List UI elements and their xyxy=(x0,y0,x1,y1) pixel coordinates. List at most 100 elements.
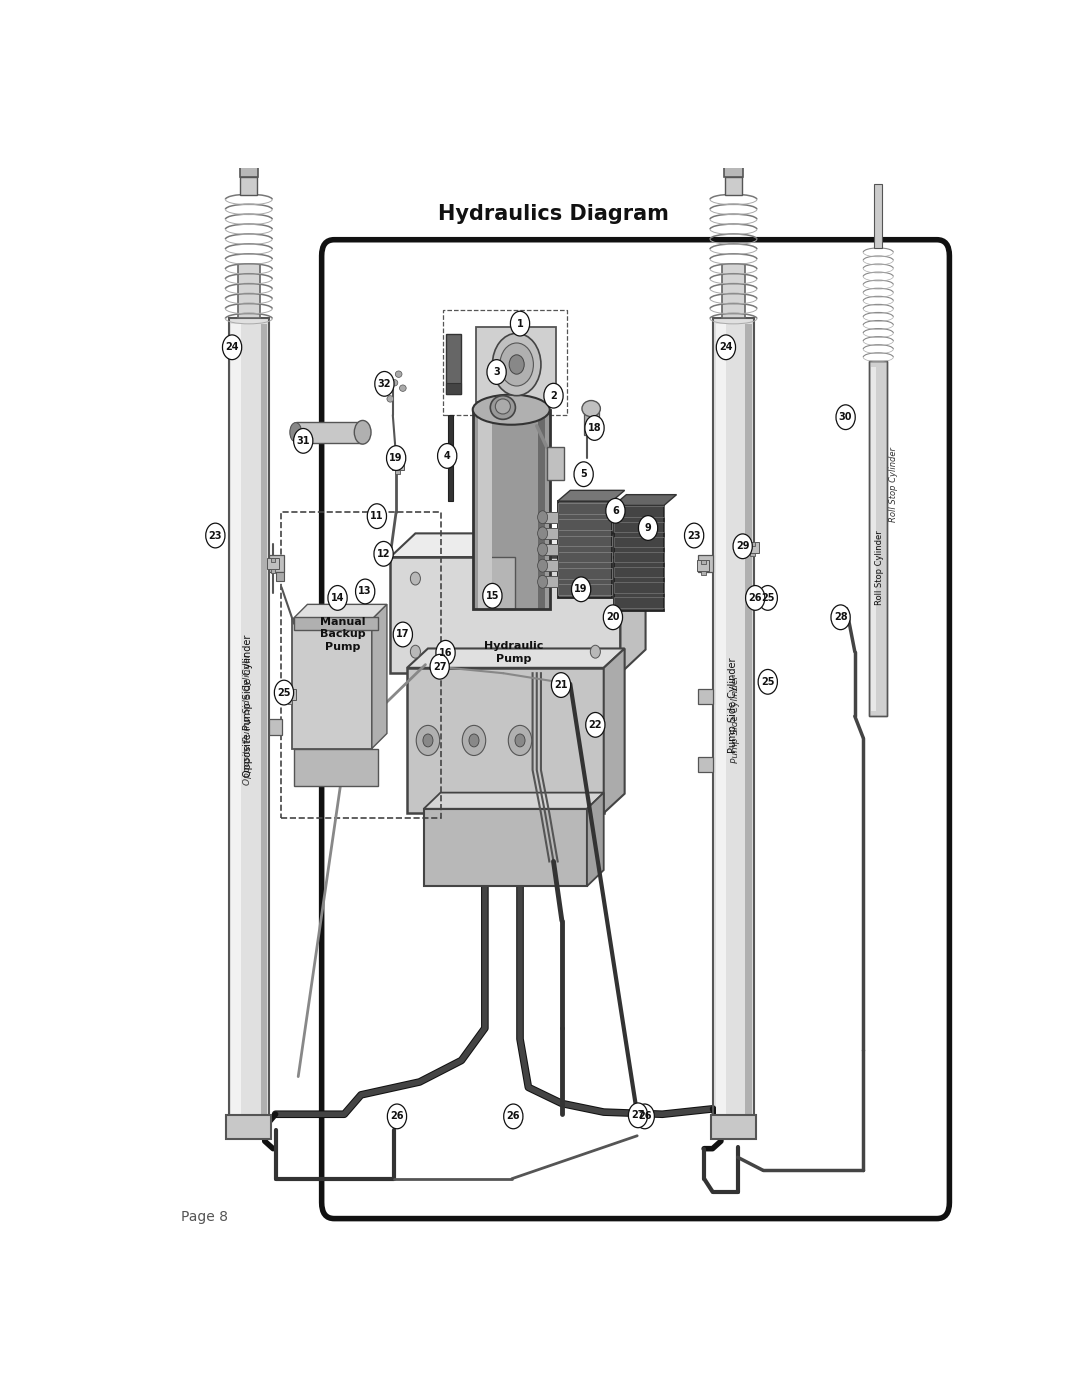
Circle shape xyxy=(393,622,413,647)
Ellipse shape xyxy=(289,422,301,441)
Circle shape xyxy=(638,515,658,541)
Ellipse shape xyxy=(473,394,550,425)
Bar xyxy=(557,552,612,563)
Circle shape xyxy=(469,733,480,747)
Circle shape xyxy=(416,725,440,756)
Circle shape xyxy=(222,335,242,359)
Bar xyxy=(446,334,461,394)
Bar xyxy=(271,569,275,573)
Ellipse shape xyxy=(767,116,775,131)
Text: 14: 14 xyxy=(330,592,345,604)
Text: 24: 24 xyxy=(719,342,732,352)
Bar xyxy=(869,362,888,717)
Bar xyxy=(613,536,664,548)
Bar xyxy=(287,690,293,693)
Ellipse shape xyxy=(725,113,743,145)
Bar xyxy=(738,112,771,136)
Text: 11: 11 xyxy=(370,511,383,521)
Circle shape xyxy=(294,429,313,453)
Text: 24: 24 xyxy=(226,342,239,352)
Text: 26: 26 xyxy=(748,592,762,604)
Circle shape xyxy=(552,673,570,697)
Bar xyxy=(557,567,612,578)
Circle shape xyxy=(571,577,591,602)
FancyBboxPatch shape xyxy=(322,240,949,1218)
Bar xyxy=(716,324,726,1115)
Circle shape xyxy=(758,585,778,610)
Text: 19: 19 xyxy=(575,584,588,594)
Bar xyxy=(476,327,556,402)
Text: 27: 27 xyxy=(433,662,446,672)
Circle shape xyxy=(604,605,622,630)
Bar xyxy=(269,719,282,735)
Bar xyxy=(747,542,758,553)
Circle shape xyxy=(544,383,563,408)
Text: 26: 26 xyxy=(507,1112,521,1122)
Bar xyxy=(613,521,664,532)
Text: 16: 16 xyxy=(438,648,453,658)
Bar xyxy=(407,668,604,813)
Bar xyxy=(745,324,752,1115)
Ellipse shape xyxy=(500,344,534,386)
Bar xyxy=(714,319,754,1119)
Bar xyxy=(613,506,664,610)
Text: Page 8: Page 8 xyxy=(181,1210,228,1224)
Circle shape xyxy=(538,543,548,556)
Bar xyxy=(758,676,770,687)
Circle shape xyxy=(585,415,604,440)
Circle shape xyxy=(423,733,433,747)
Text: 29: 29 xyxy=(735,541,750,552)
Bar xyxy=(446,383,461,394)
Circle shape xyxy=(483,584,502,608)
Text: 25: 25 xyxy=(761,676,774,687)
Bar xyxy=(583,408,598,436)
Circle shape xyxy=(591,573,600,585)
Bar xyxy=(231,324,241,1115)
Bar xyxy=(613,552,664,563)
Circle shape xyxy=(487,359,507,384)
Text: 30: 30 xyxy=(839,412,852,422)
Text: 12: 12 xyxy=(377,549,390,559)
Text: 17: 17 xyxy=(396,630,409,640)
Bar xyxy=(240,129,258,177)
Circle shape xyxy=(758,669,778,694)
Bar xyxy=(701,571,705,574)
Bar xyxy=(538,409,544,609)
Text: 27: 27 xyxy=(632,1111,645,1120)
Ellipse shape xyxy=(207,116,215,131)
Circle shape xyxy=(437,444,457,468)
Text: Opposite Pump Side Cylinder: Opposite Pump Side Cylinder xyxy=(243,634,253,777)
Bar xyxy=(443,310,567,415)
Text: 21: 21 xyxy=(554,680,568,690)
Bar xyxy=(725,177,742,194)
Circle shape xyxy=(635,1104,654,1129)
Bar xyxy=(723,264,744,319)
Circle shape xyxy=(745,585,765,610)
Bar xyxy=(238,264,260,319)
Ellipse shape xyxy=(381,390,388,395)
Circle shape xyxy=(462,725,486,756)
Bar xyxy=(701,560,705,564)
Bar xyxy=(542,577,557,587)
Circle shape xyxy=(430,654,449,679)
Bar xyxy=(294,749,378,787)
Bar xyxy=(714,319,754,1119)
Circle shape xyxy=(374,542,393,566)
Bar xyxy=(751,553,755,556)
Ellipse shape xyxy=(354,420,372,444)
Bar xyxy=(699,555,714,573)
Circle shape xyxy=(831,605,850,630)
Bar xyxy=(557,535,612,546)
Text: 31: 31 xyxy=(297,436,310,446)
Text: 4: 4 xyxy=(444,451,450,461)
Bar xyxy=(229,319,269,1119)
Circle shape xyxy=(387,446,406,471)
Polygon shape xyxy=(588,792,604,886)
Circle shape xyxy=(538,576,548,588)
Circle shape xyxy=(410,573,420,585)
Circle shape xyxy=(375,372,394,397)
Bar xyxy=(296,422,363,443)
Circle shape xyxy=(573,462,593,486)
Text: 15: 15 xyxy=(486,591,499,601)
Bar xyxy=(557,502,612,598)
